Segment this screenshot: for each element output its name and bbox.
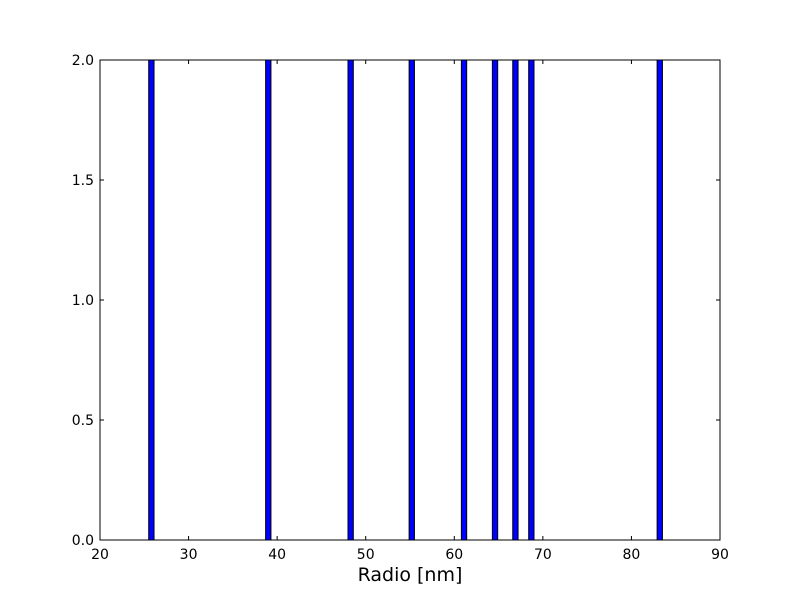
x-tick-label-4: 60 xyxy=(445,547,463,563)
x-tick-label-7: 90 xyxy=(711,547,729,563)
y-tick-label-4: 2.0 xyxy=(72,53,94,69)
x-tick-label-5: 70 xyxy=(534,547,552,563)
tick-labels-layer: 20 30 40 50 60 70 80 90 0.0 0.5 1.0 1.5 2.0 xyxy=(72,53,729,563)
y-tick-label-1: 0.5 xyxy=(72,413,94,429)
bar-0 xyxy=(148,59,155,541)
bar-3 xyxy=(408,59,415,541)
bar-4 xyxy=(460,59,468,541)
bar-7 xyxy=(528,59,535,541)
plot-frame xyxy=(99,59,721,541)
bar-2 xyxy=(347,59,354,541)
y-tick-label-0: 0.0 xyxy=(72,533,94,549)
x-tick-label-2: 40 xyxy=(268,547,286,563)
bar-6 xyxy=(512,59,519,541)
y-tick-label-2: 1.0 xyxy=(72,293,94,309)
bar-8 xyxy=(656,59,663,541)
bar-1 xyxy=(265,59,272,541)
x-axis-label: Radio [nm] xyxy=(358,564,463,586)
x-tick-label-1: 30 xyxy=(180,547,198,563)
x-tick-label-6: 80 xyxy=(623,547,641,563)
bar-5 xyxy=(491,59,499,541)
x-tick-label-0: 20 xyxy=(91,547,109,563)
y-tick-label-3: 1.5 xyxy=(72,173,94,189)
x-tick-label-3: 50 xyxy=(357,547,375,563)
